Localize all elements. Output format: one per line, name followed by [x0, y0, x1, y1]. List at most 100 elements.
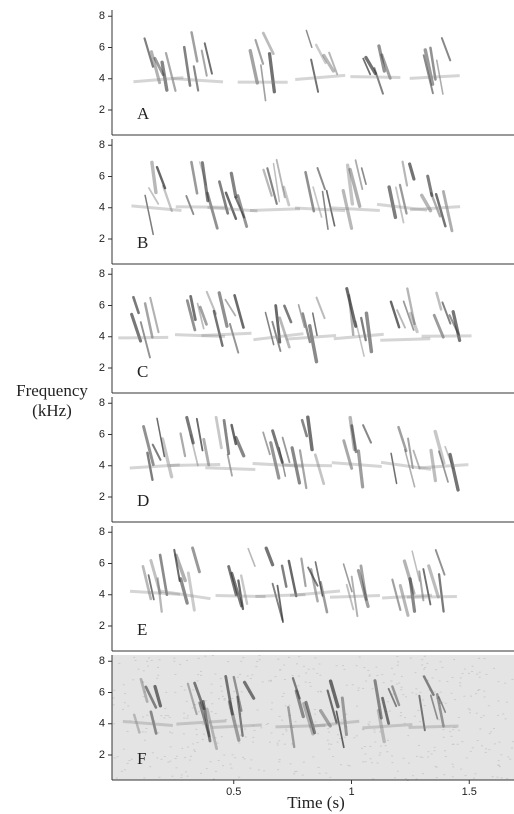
noise: [355, 735, 358, 737]
noise: [327, 728, 330, 730]
noise: [451, 776, 454, 778]
noise: [318, 663, 321, 665]
harmonic-band: [294, 206, 346, 213]
noise: [502, 713, 505, 715]
y-tick-label: 8: [99, 397, 105, 409]
noise: [314, 713, 317, 715]
syllable-streak: [429, 694, 439, 720]
noise: [353, 737, 356, 739]
syllable-streak: [387, 687, 398, 708]
harmonic-band: [350, 75, 401, 79]
noise: [184, 771, 187, 773]
noise: [142, 696, 145, 698]
noise: [256, 709, 259, 711]
syllable-streak: [381, 696, 391, 725]
spectrogram-panel: [133, 29, 460, 102]
noise: [345, 684, 348, 686]
harmonic-band: [255, 593, 306, 598]
noise: [214, 737, 217, 739]
noise: [451, 763, 454, 765]
noise: [142, 716, 145, 718]
harmonic-band: [129, 463, 180, 470]
syllable-streak: [376, 708, 386, 744]
syllable-streak: [224, 298, 237, 317]
y-tick-label: 8: [99, 655, 105, 667]
noise: [210, 711, 213, 713]
syllable-streak: [278, 446, 287, 477]
syllable-streak: [147, 574, 155, 601]
y-tick-label: 6: [99, 299, 105, 311]
noise: [441, 702, 444, 704]
syllable-streak: [307, 324, 319, 364]
syllable-streak: [290, 446, 302, 485]
noise: [192, 689, 195, 691]
noise: [415, 755, 418, 757]
syllable-streak: [227, 700, 241, 742]
noise: [424, 667, 427, 669]
noise: [364, 680, 367, 682]
noise: [461, 673, 464, 675]
y-tick-label: 4: [99, 718, 105, 730]
syllable-streak: [408, 577, 417, 613]
syllable-streak: [437, 573, 445, 613]
syllable-streak: [412, 449, 421, 470]
noise: [357, 687, 360, 689]
noise: [428, 689, 431, 691]
noise: [120, 770, 123, 772]
syllable-streak: [397, 425, 408, 453]
syllable-streak: [362, 424, 372, 444]
noise: [442, 736, 445, 738]
noise: [130, 758, 133, 760]
syllable-streak: [247, 547, 256, 567]
noise: [239, 734, 242, 736]
noise: [151, 752, 154, 754]
syllable-streak: [360, 316, 367, 342]
noise: [167, 715, 170, 717]
noise: [474, 773, 477, 775]
noise: [384, 745, 387, 747]
harmonic-band: [275, 723, 326, 729]
syllable-streak: [354, 159, 364, 191]
noise: [476, 740, 479, 742]
noise: [400, 712, 403, 714]
noise: [196, 680, 199, 682]
noise: [185, 700, 188, 702]
syllable-streak: [345, 583, 355, 611]
syllable-streak: [394, 186, 405, 224]
noise: [417, 709, 420, 711]
noise: [438, 708, 441, 710]
spectrogram-panel: [129, 415, 469, 492]
noise: [467, 708, 470, 710]
noise: [113, 689, 116, 691]
noise: [367, 670, 370, 672]
syllable-streak: [297, 304, 306, 328]
noise: [375, 666, 378, 668]
noise: [371, 762, 374, 764]
syllable-streak: [212, 309, 224, 347]
noise: [295, 663, 298, 665]
noise: [144, 731, 147, 733]
noise: [276, 744, 279, 746]
noise: [214, 770, 217, 772]
noise: [258, 659, 261, 661]
noise: [497, 700, 500, 702]
syllable-streak: [193, 681, 206, 711]
syllable-streak: [149, 559, 162, 595]
noise: [112, 704, 115, 706]
noise: [478, 671, 481, 673]
syllable-streak: [350, 424, 358, 454]
noise: [492, 728, 495, 730]
noise: [376, 675, 379, 677]
noise: [414, 672, 417, 674]
syllable-streak: [377, 44, 386, 73]
syllable-streak: [143, 37, 155, 68]
syllable-streak: [356, 568, 370, 609]
syllable-streak: [186, 682, 198, 716]
noise: [404, 778, 407, 780]
noise: [240, 691, 243, 693]
noise: [332, 756, 335, 758]
y-tick-label: 6: [99, 557, 105, 569]
noise: [483, 696, 486, 698]
noise: [115, 777, 118, 779]
noise: [164, 715, 167, 717]
